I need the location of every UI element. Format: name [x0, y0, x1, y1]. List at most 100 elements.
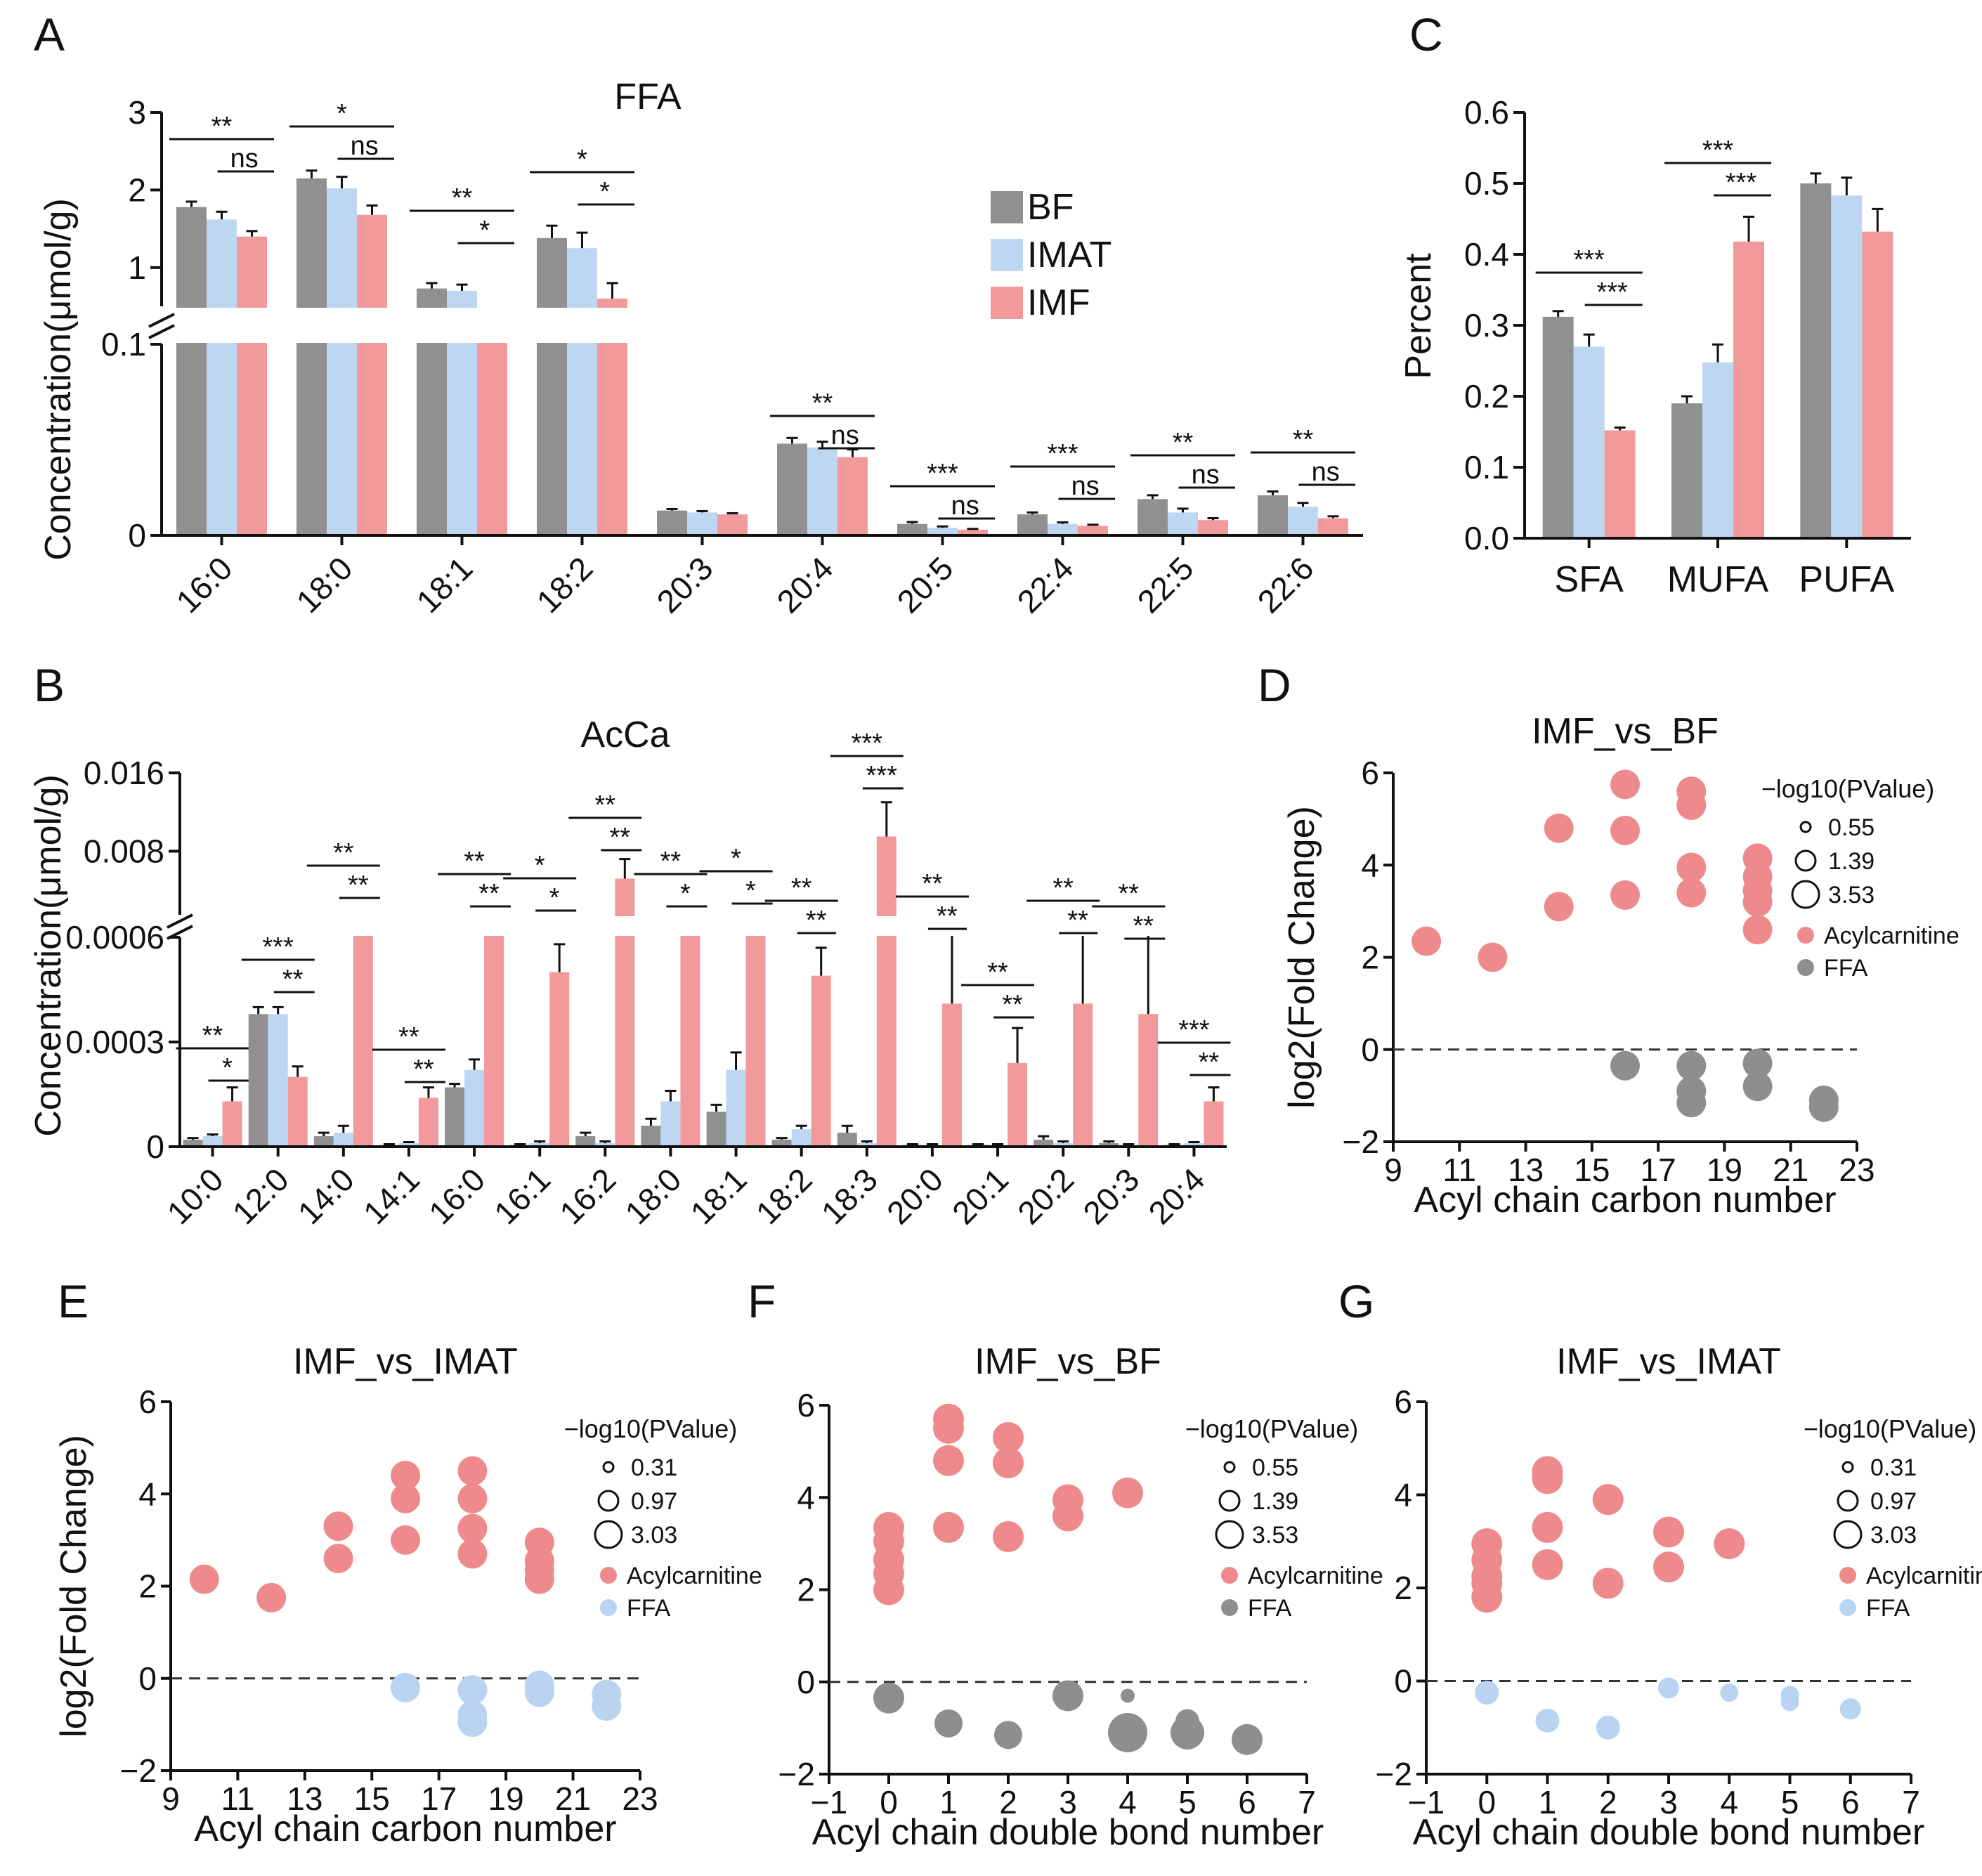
bar-imf	[876, 836, 897, 1147]
y-tick-label: 0	[128, 517, 146, 554]
bar-imat	[464, 1069, 485, 1147]
bar-imf	[484, 923, 504, 1147]
x-tick-label: 0	[1478, 1784, 1496, 1820]
significance-label: ns	[230, 144, 259, 174]
significance-label: ns	[1071, 471, 1100, 501]
point-ffa	[934, 1709, 963, 1738]
bar-bf	[445, 1087, 465, 1147]
chart-title: AcCa	[580, 715, 670, 755]
size-legend-label: 0.55	[1828, 814, 1875, 841]
bar-imf	[680, 923, 700, 1147]
size-legend-circle	[1841, 1461, 1854, 1473]
y-tick-label: 0.016	[84, 755, 164, 791]
bar-imf	[357, 214, 387, 535]
x-tick-label: 20:2	[1010, 1161, 1081, 1231]
y-tick-label: 0.3	[1464, 307, 1509, 344]
point-ffa	[1475, 1681, 1499, 1705]
y-tick-label: 6	[797, 1387, 815, 1424]
size-legend-label: 0.55	[1252, 1454, 1298, 1481]
y-tick-label: 0.0	[1464, 520, 1509, 556]
x-tick-label: 7	[1298, 1784, 1316, 1820]
x-tick-label: 10:0	[160, 1161, 230, 1231]
x-tick-label: 18:0	[289, 549, 359, 620]
size-legend-circle	[1799, 821, 1812, 833]
x-tick-label: 20:4	[1141, 1161, 1211, 1231]
panel-g-scatter-imf-vs-imat: G IMF_vs_IMAT Acyl chain double bond numbe…	[1338, 1275, 1982, 1853]
point-ffa	[1742, 1071, 1773, 1102]
x-tick-label: MUFA	[1667, 559, 1769, 600]
point-acylcarnitine	[1610, 880, 1640, 910]
significance-label: ***	[1178, 1015, 1210, 1045]
significance-label: ns	[951, 491, 979, 521]
x-tick-label: 1	[939, 1784, 958, 1820]
point-acylcarnitine	[1653, 1516, 1684, 1548]
point-ffa	[1610, 1050, 1640, 1081]
y-tick-label: 0.2	[1464, 378, 1509, 415]
x-axis-label: Acyl chain double bond number	[1413, 1812, 1924, 1853]
x-tick-label: 20:3	[649, 549, 719, 620]
significance-label: **	[1293, 425, 1314, 455]
x-tick-label: 16:2	[552, 1161, 622, 1231]
x-tick-label: 18:1	[409, 549, 479, 620]
bar-break-band	[1016, 308, 1109, 343]
significance-label: *	[479, 216, 490, 245]
bar-break-band	[535, 308, 629, 343]
bar-imat	[1184, 1143, 1204, 1147]
significance-label: *	[222, 1053, 233, 1083]
significance-label: *	[599, 177, 610, 207]
legend-acylcarnitine-dot	[600, 1567, 617, 1584]
y-tick-label: 6	[138, 1383, 157, 1420]
point-acylcarnitine	[457, 1483, 488, 1513]
significance-label: ***	[1596, 278, 1628, 307]
y-tick-label: 0	[1394, 1663, 1412, 1700]
point-acylcarnitine	[1478, 942, 1508, 972]
y-tick-label: 2	[138, 1568, 157, 1605]
point-acylcarnitine	[1610, 769, 1640, 800]
point-acylcarnitine	[1676, 852, 1707, 882]
point-acylcarnitine	[1676, 878, 1707, 908]
size-legend-circle	[1215, 1520, 1244, 1549]
point-acylcarnitine	[323, 1544, 353, 1574]
size-legend-title: −log10(PValue)	[564, 1414, 738, 1443]
y-tick-label: 0.0006	[65, 919, 164, 956]
size-legend-circle	[1218, 1490, 1241, 1512]
bar-imf	[941, 1003, 962, 1147]
bar-imat	[398, 1143, 419, 1147]
panel-letter-c: C	[1409, 8, 1443, 60]
bar-break-band	[1256, 308, 1350, 343]
point-ffa	[1780, 1693, 1799, 1712]
x-axis-label: Acyl chain double bond number	[812, 1812, 1324, 1853]
bar-break-band	[901, 916, 963, 936]
legend-ffa-label: FFA	[1824, 955, 1868, 982]
significance-label: ns	[1192, 460, 1220, 490]
x-tick-label: 17	[1641, 1152, 1676, 1188]
bar-break-band	[639, 916, 702, 936]
bar-imat	[333, 1133, 353, 1147]
point-acylcarnitine	[1532, 1511, 1563, 1543]
size-legend-circle	[1794, 849, 1817, 872]
significance-label: **	[595, 790, 616, 820]
chart-title: IMF_vs_IMAT	[293, 1341, 518, 1382]
x-tick-label: PUFA	[1799, 559, 1894, 600]
significance-label: **	[806, 906, 827, 935]
x-tick-label: 4	[1720, 1784, 1738, 1820]
y-tick-label: 0.1	[101, 326, 146, 363]
x-tick-label: 20:0	[880, 1161, 950, 1231]
x-tick-label: 16:0	[169, 549, 239, 620]
significance-label: *	[680, 879, 691, 908]
bar-imf	[1078, 526, 1108, 535]
size-legend-label: 1.39	[1828, 848, 1875, 875]
bar-break-band	[312, 916, 374, 936]
significance-label: ***	[852, 729, 883, 758]
point-acylcarnitine	[524, 1564, 554, 1594]
x-tick-label: 9	[162, 1780, 180, 1817]
point-acylcarnitine	[1742, 915, 1773, 945]
size-legend-circle	[1833, 1520, 1863, 1549]
legend-ffa-label: FFA	[627, 1595, 671, 1622]
bar-bf	[183, 1140, 203, 1147]
point-acylcarnitine	[1676, 790, 1707, 820]
significance-label: **	[791, 873, 812, 903]
y-tick-label: 0	[146, 1128, 164, 1165]
bar-bf	[176, 207, 207, 535]
